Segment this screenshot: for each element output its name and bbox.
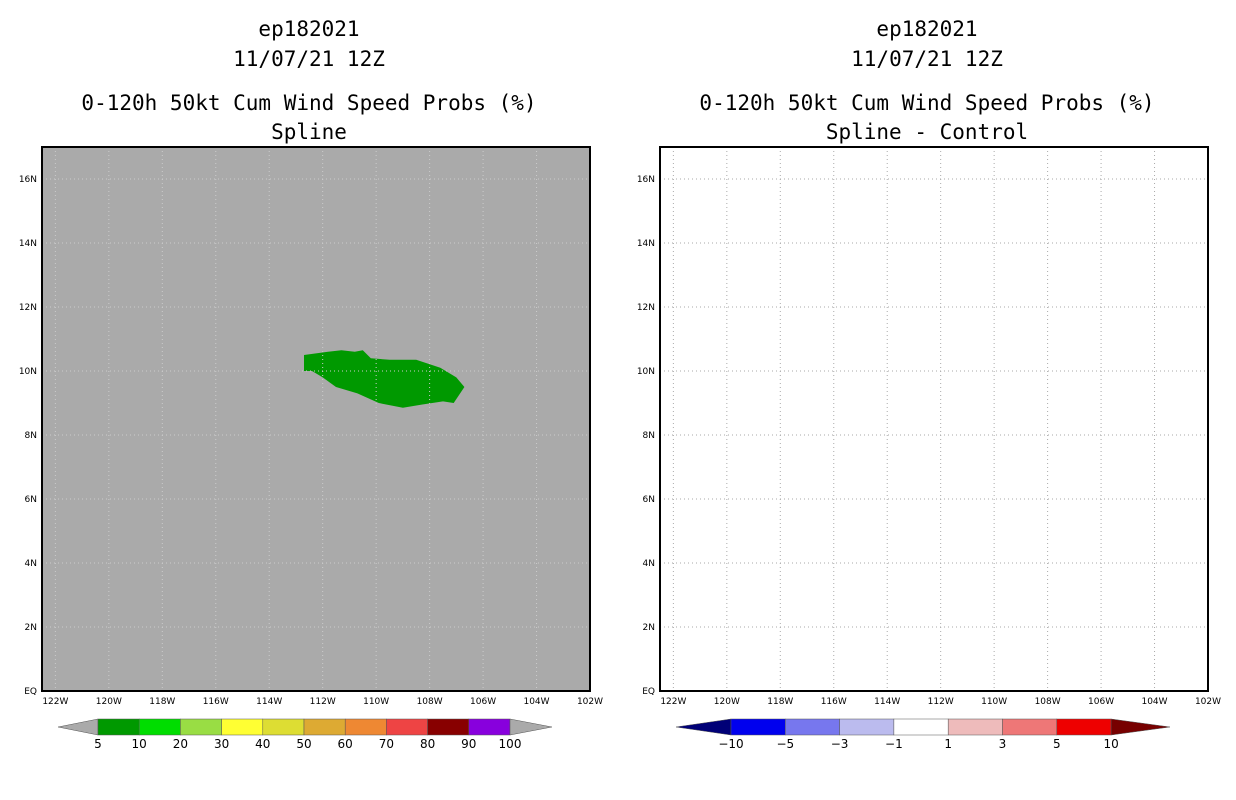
x-tick-label: 108W bbox=[1035, 697, 1061, 707]
colorbar-label: 5 bbox=[94, 737, 102, 751]
y-tick-label: 4N bbox=[643, 559, 655, 569]
colorbar-under-arrow bbox=[57, 718, 99, 736]
chart-title: 0-120h 50kt Cum Wind Speed Probs (%) bbox=[699, 91, 1155, 115]
spline-minus-control-panel: ep182021 11/07/21 12Z 0-120h 50kt Cum Wi… bbox=[618, 0, 1236, 800]
y-tick-label: 10N bbox=[637, 367, 655, 377]
x-tick-label: 114W bbox=[874, 697, 900, 707]
colorbar-label: 20 bbox=[173, 737, 188, 751]
x-tick-label: 108W bbox=[417, 697, 443, 707]
colorbar-swatch bbox=[344, 718, 387, 736]
colorbar-label: 60 bbox=[338, 737, 353, 751]
storm-id: ep182021 bbox=[876, 17, 978, 41]
colorbar-swatch bbox=[947, 718, 1003, 736]
y-tick-label: 4N bbox=[25, 559, 37, 569]
x-tick-label: 122W bbox=[42, 697, 68, 707]
x-tick-label: 114W bbox=[256, 697, 282, 707]
chart-subtitle: Spline - Control bbox=[825, 120, 1029, 144]
colorbar-swatch bbox=[303, 718, 346, 736]
y-tick-label: 16N bbox=[19, 175, 37, 185]
x-tick-label: 122W bbox=[660, 697, 686, 707]
y-tick-label: 16N bbox=[637, 175, 655, 185]
colorbar-swatch bbox=[1002, 718, 1058, 736]
colorbar-label: −1 bbox=[885, 737, 903, 751]
y-tick-label: 14N bbox=[637, 239, 655, 249]
x-tick-label: 116W bbox=[821, 697, 847, 707]
colorbar-over-arrow bbox=[1110, 718, 1171, 736]
x-tick-label: 112W bbox=[928, 697, 954, 707]
colorbar-swatch bbox=[386, 718, 428, 736]
colorbar-swatch bbox=[1056, 718, 1112, 736]
x-tick-label: 106W bbox=[1088, 697, 1114, 707]
chart-subtitle: Spline bbox=[271, 120, 347, 144]
plot-frame bbox=[41, 146, 591, 692]
colorbar-label: 100 bbox=[499, 737, 522, 751]
y-tick-label: 2N bbox=[25, 623, 37, 633]
plot-background bbox=[42, 147, 590, 691]
y-tick-label: 2N bbox=[643, 623, 655, 633]
colorbar-label: 10 bbox=[1103, 737, 1118, 751]
colorbar-swatch bbox=[180, 718, 222, 736]
x-tick-label: 102W bbox=[577, 697, 603, 707]
x-tick-label: 110W bbox=[363, 697, 389, 707]
colorbar-swatch bbox=[138, 718, 181, 736]
colorbar-swatch bbox=[221, 718, 264, 736]
colorbar-swatch bbox=[785, 718, 840, 736]
colorbar-label: −10 bbox=[718, 737, 743, 751]
colorbar-swatch bbox=[262, 718, 305, 736]
colorbar-swatch bbox=[427, 718, 470, 736]
x-tick-label: 120W bbox=[96, 697, 122, 707]
y-tick-label: 14N bbox=[19, 239, 37, 249]
y-tick-label: EQ bbox=[642, 687, 655, 697]
colorbar-swatch bbox=[468, 718, 511, 736]
y-tick-label: 6N bbox=[643, 495, 655, 505]
y-tick-label: 10N bbox=[19, 367, 37, 377]
colorbar-label: 90 bbox=[461, 737, 476, 751]
x-tick-label: 120W bbox=[714, 697, 740, 707]
colorbar-under-arrow bbox=[675, 718, 732, 736]
colorbar-swatch bbox=[839, 718, 895, 736]
storm-id: ep182021 bbox=[258, 17, 360, 41]
y-tick-label: 12N bbox=[19, 303, 37, 313]
x-tick-label: 106W bbox=[470, 697, 496, 707]
x-tick-label: 118W bbox=[149, 697, 175, 707]
chart-title: 0-120h 50kt Cum Wind Speed Probs (%) bbox=[81, 91, 537, 115]
x-tick-label: 104W bbox=[523, 697, 549, 707]
x-tick-label: 112W bbox=[310, 697, 336, 707]
colorbar-swatch bbox=[893, 718, 949, 736]
x-tick-label: 110W bbox=[981, 697, 1007, 707]
init-time: 11/07/21 12Z bbox=[233, 47, 385, 71]
colorbar-label: 80 bbox=[420, 737, 435, 751]
colorbar-label: −3 bbox=[831, 737, 849, 751]
colorbar-label: 1 bbox=[944, 737, 952, 751]
colorbar-label: 50 bbox=[296, 737, 311, 751]
y-tick-label: EQ bbox=[24, 687, 37, 697]
spline-minus-control-map-plot: 122W 120W 118W 116W 114W 112W 110W 108W 106W 104W… bbox=[637, 146, 1221, 751]
x-tick-label: 104W bbox=[1141, 697, 1167, 707]
colorbar-over-arrow bbox=[509, 718, 553, 736]
colorbar-label: 40 bbox=[255, 737, 270, 751]
plot-background bbox=[660, 147, 1208, 691]
y-tick-label: 8N bbox=[25, 431, 37, 441]
probability-contour-5-10 bbox=[304, 350, 465, 408]
x-tick-label: 118W bbox=[767, 697, 793, 707]
y-tick-label: 12N bbox=[637, 303, 655, 313]
x-tick-label: 102W bbox=[1195, 697, 1221, 707]
colorbar-swatch bbox=[97, 718, 140, 736]
spline-map-plot: 122W 120W 118W 116W 114W 112W 110W 108W 106W 104W… bbox=[19, 146, 603, 751]
x-tick-label: 116W bbox=[203, 697, 229, 707]
colorbar-label: 30 bbox=[214, 737, 229, 751]
spline-panel: ep182021 11/07/21 12Z 0-120h 50kt Cum Wi… bbox=[19, 17, 603, 751]
init-time: 11/07/21 12Z bbox=[851, 47, 1003, 71]
colorbar-label: 70 bbox=[379, 737, 394, 751]
colorbar-label: −5 bbox=[776, 737, 794, 751]
colorbar-label: 10 bbox=[132, 737, 147, 751]
y-tick-label: 6N bbox=[25, 495, 37, 505]
colorbar-label: 5 bbox=[1053, 737, 1061, 751]
plot-frame bbox=[659, 146, 1209, 692]
colorbar-label: 3 bbox=[999, 737, 1007, 751]
y-tick-label: 8N bbox=[643, 431, 655, 441]
colorbar-swatch bbox=[730, 718, 786, 736]
